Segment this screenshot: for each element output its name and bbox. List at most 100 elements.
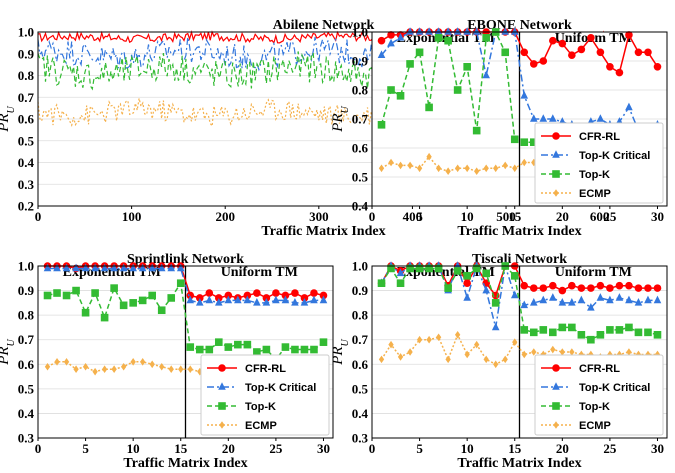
data-point — [531, 348, 537, 356]
y-tick-label: 0.5 — [18, 133, 35, 148]
data-point — [491, 299, 500, 307]
data-point — [520, 300, 529, 309]
data-point — [520, 91, 529, 99]
x-tick-label: 25 — [603, 441, 617, 456]
data-point — [310, 289, 318, 297]
data-point — [615, 68, 624, 77]
y-tick-label: 0.7 — [18, 90, 35, 105]
data-point — [463, 272, 471, 280]
data-point — [587, 302, 595, 311]
legend-marker — [553, 189, 559, 197]
data-point — [215, 338, 223, 346]
y-tick-label: 0.2 — [18, 199, 34, 214]
data-point — [407, 348, 413, 356]
data-point — [130, 358, 136, 366]
legend-label: Top-K Critical — [579, 382, 650, 394]
y-tick-label: 0.5 — [352, 381, 369, 396]
data-point — [615, 326, 624, 334]
data-point — [138, 263, 147, 272]
data-point — [43, 291, 52, 300]
data-point — [167, 294, 176, 302]
y-tick-label: 0.4 — [18, 406, 35, 421]
legend-marker — [552, 150, 560, 158]
legend-label: Top-K Critical — [579, 150, 650, 162]
data-point — [483, 355, 489, 364]
legend-marker — [552, 402, 560, 410]
y-tick-label: 1.0 — [18, 259, 34, 274]
data-point — [520, 326, 529, 334]
data-point — [176, 263, 185, 272]
legend-label: ECMP — [579, 420, 611, 432]
y-tick-label: 0.7 — [18, 332, 35, 347]
x-tick-label: 30 — [317, 441, 330, 456]
data-point — [272, 289, 280, 297]
data-point — [520, 48, 529, 57]
data-point — [62, 263, 71, 272]
data-point — [387, 264, 395, 273]
data-point — [281, 295, 290, 304]
data-point — [272, 295, 280, 304]
x-tick-label: 20 — [556, 209, 569, 224]
data-point — [474, 340, 480, 349]
data-point — [205, 289, 214, 297]
data-point — [463, 293, 471, 301]
data-point — [435, 164, 442, 173]
data-point — [606, 63, 614, 71]
data-point — [568, 51, 576, 59]
data-point — [140, 358, 146, 366]
data-point — [92, 367, 98, 376]
data-point — [148, 291, 156, 300]
y-tick-label: 0.3 — [18, 177, 35, 192]
y-tick-label: 0.3 — [18, 431, 35, 446]
data-point — [44, 362, 51, 371]
data-point — [425, 27, 433, 35]
data-point — [539, 114, 548, 122]
data-point — [625, 31, 633, 39]
data-point — [426, 152, 432, 161]
x-tick-label: 5 — [416, 441, 423, 456]
data-point — [377, 50, 386, 58]
y-axis-label-subscript: U — [6, 105, 17, 113]
data-point — [472, 27, 481, 35]
data-point — [512, 164, 518, 173]
data-point — [529, 60, 538, 68]
legend-label: CFR-RL — [579, 363, 620, 375]
legend-label: Top-K — [245, 401, 276, 413]
chart-title: Sprintlink Network — [127, 252, 244, 267]
data-point — [568, 323, 576, 332]
data-point — [502, 161, 508, 170]
data-point — [434, 34, 443, 42]
data-point — [521, 350, 527, 359]
legend-label: Top-K — [579, 169, 610, 181]
x-tick-label: 600 — [590, 209, 610, 224]
legend-label: ECMP — [579, 188, 611, 200]
data-point — [521, 158, 527, 167]
y-tick-label: 1.0 — [18, 25, 34, 40]
data-point — [91, 289, 99, 297]
data-point — [215, 298, 223, 306]
x-axis-label: Traffic Matrix Index — [261, 224, 385, 239]
data-point — [453, 27, 462, 35]
data-point — [120, 362, 127, 371]
legend-marker — [218, 364, 226, 372]
data-point — [176, 279, 185, 287]
y-tick-label: 0.3 — [352, 431, 369, 446]
data-point — [378, 164, 385, 173]
data-point — [110, 284, 118, 292]
data-point — [186, 343, 195, 351]
data-point — [445, 167, 451, 175]
data-point — [253, 348, 261, 356]
x-tick-label: 20 — [556, 441, 569, 456]
data-point — [167, 263, 176, 272]
data-point — [377, 121, 386, 129]
data-point — [281, 291, 290, 300]
data-point — [300, 294, 309, 302]
legend-marker — [552, 170, 560, 178]
data-point — [634, 284, 643, 292]
data-point — [444, 36, 452, 45]
data-point — [482, 34, 490, 42]
data-point — [82, 362, 89, 371]
data-point — [377, 279, 386, 287]
x-tick-label: 20 — [222, 441, 235, 456]
